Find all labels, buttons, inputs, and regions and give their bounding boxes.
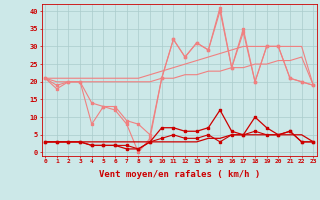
X-axis label: Vent moyen/en rafales ( km/h ): Vent moyen/en rafales ( km/h )	[99, 170, 260, 179]
